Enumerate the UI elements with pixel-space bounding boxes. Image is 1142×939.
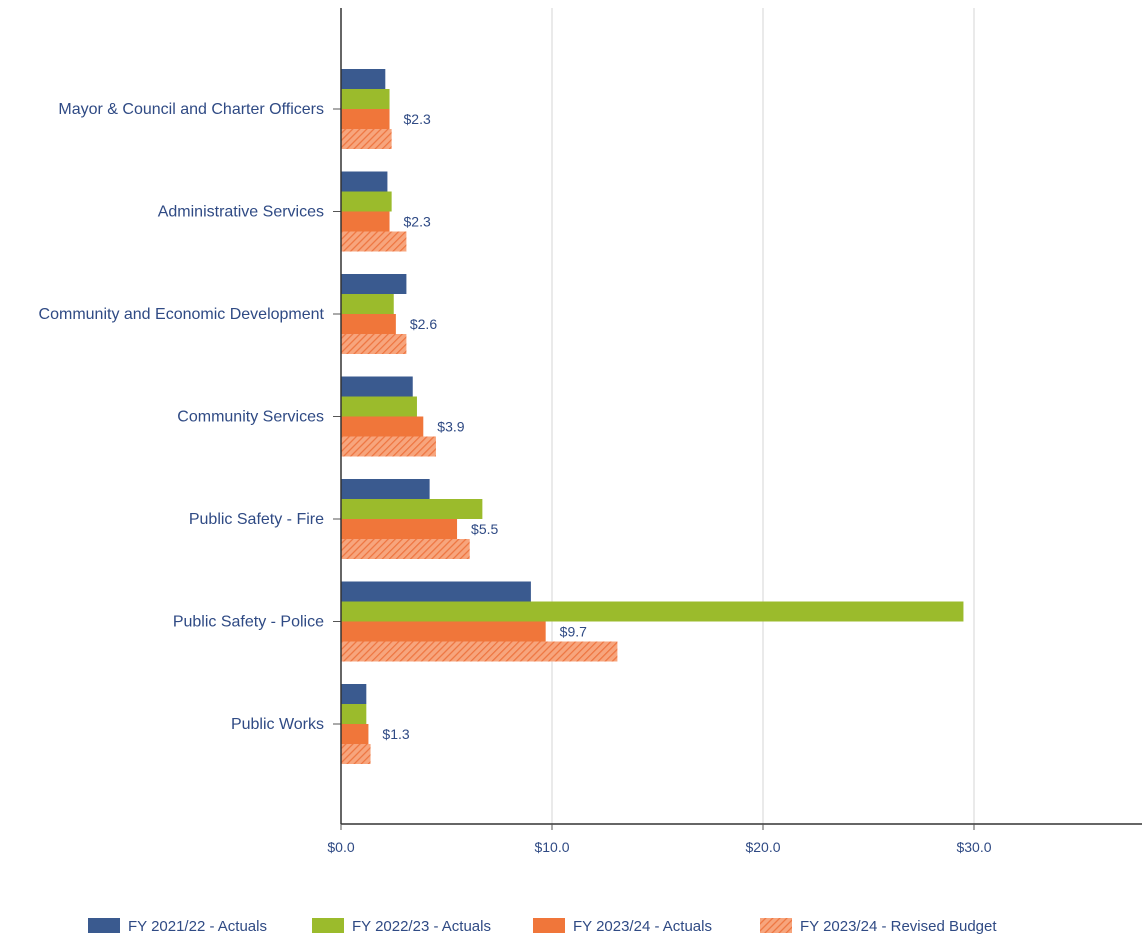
bar: [341, 704, 367, 724]
bar: [341, 621, 546, 642]
category-label: Administrative Services: [158, 204, 324, 221]
bar: [341, 581, 531, 602]
bar: [341, 231, 407, 252]
data-label: $1.3: [382, 726, 409, 742]
bar: [341, 641, 618, 662]
legend-swatch: [760, 918, 792, 933]
legend-swatch: [533, 918, 565, 933]
bar: [341, 519, 458, 539]
bar: [341, 436, 436, 457]
gridlines: [551, 8, 975, 824]
category-label: Mayor & Council and Charter Officers: [58, 101, 324, 118]
legend-label: FY 2023/24 - Revised Budget: [800, 918, 997, 935]
data-label: $3.9: [437, 419, 464, 435]
bar: [341, 499, 483, 519]
bar: [341, 89, 390, 109]
legend-swatch: [88, 918, 120, 933]
bar: [341, 129, 392, 149]
bar: [341, 479, 430, 499]
category-label: Public Safety - Fire: [189, 511, 324, 528]
data-label: $2.3: [404, 111, 431, 127]
bar: [341, 294, 394, 314]
bar: [341, 396, 417, 417]
bar: [341, 314, 396, 334]
bar: [341, 684, 367, 704]
bar: [341, 274, 407, 294]
category-label: Community Services: [177, 409, 324, 426]
bar: [341, 191, 392, 212]
bar: [341, 109, 390, 129]
category-label: Public Works: [231, 716, 324, 733]
category-label: Public Safety - Police: [173, 614, 324, 631]
bar: [341, 376, 413, 397]
bar: [341, 69, 386, 89]
x-tick-label: $20.0: [745, 839, 780, 855]
category-label: Community and Economic Development: [39, 306, 325, 323]
bar: [341, 211, 390, 232]
bar: [341, 334, 407, 354]
data-label: $5.5: [471, 521, 498, 537]
legend-label: FY 2023/24 - Actuals: [573, 918, 712, 935]
bar: [341, 416, 424, 437]
data-label: $2.6: [410, 316, 437, 332]
bars: [341, 69, 964, 764]
x-tick-label: $30.0: [956, 839, 991, 855]
axes: [333, 8, 1142, 830]
legend-label: FY 2022/23 - Actuals: [352, 918, 491, 935]
legend-label: FY 2021/22 - Actuals: [128, 918, 267, 935]
legend-swatch: [312, 918, 344, 933]
bar: [341, 744, 371, 764]
x-tick-label: $10.0: [534, 839, 569, 855]
bar: [341, 171, 388, 192]
labels: $0.0 $10.0 $20.0 $30.0 Mayor & Council and C…: [39, 101, 992, 855]
x-tick-label: $0.0: [327, 839, 354, 855]
data-label: $9.7: [560, 624, 587, 640]
legend: FY 2021/22 - Actuals FY 2022/23 - Actuals…: [88, 918, 997, 935]
data-label: $2.3: [404, 214, 431, 230]
bar: [341, 539, 470, 559]
bar: [341, 601, 964, 622]
bar: [341, 724, 369, 744]
